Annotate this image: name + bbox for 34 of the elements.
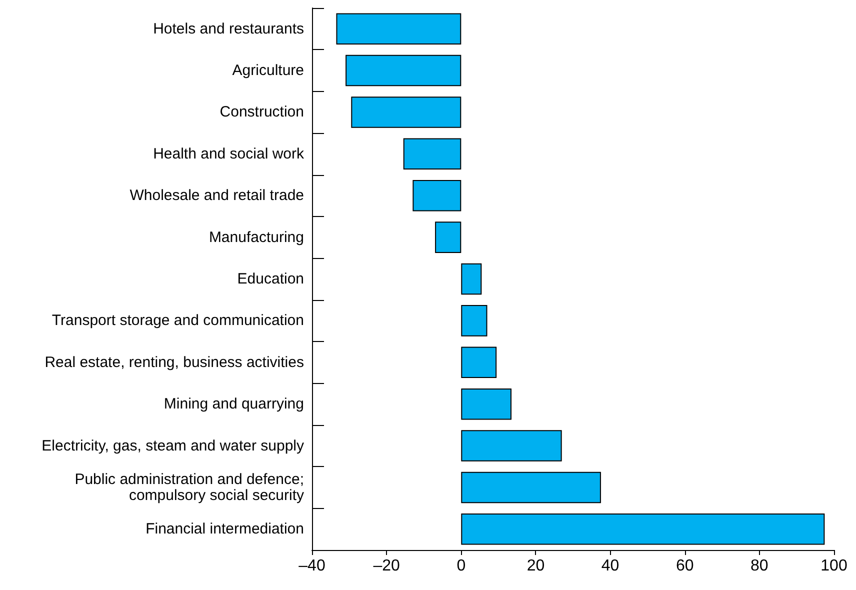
y-tick-label: Transport storage and communication (52, 312, 304, 330)
y-tick-label: Health and social work (153, 145, 304, 162)
bar (435, 222, 462, 253)
bar (351, 96, 462, 128)
x-tick-label: 60 (676, 558, 694, 574)
bar (403, 138, 462, 170)
y-tick-label: Electricity, gas, steam and water supply (42, 437, 304, 454)
bar (461, 305, 488, 336)
bar (336, 13, 462, 44)
bar (461, 514, 825, 545)
x-tick-label: 0 (456, 558, 466, 574)
x-tick-label: 80 (750, 558, 768, 574)
x-tick-label: –20 (373, 558, 400, 574)
bar (461, 388, 512, 420)
y-tick-label: Hotels and restaurants (153, 20, 304, 38)
x-tick-label: 40 (601, 558, 620, 574)
y-tick-label: Manufacturing (208, 228, 304, 246)
y-tick-label: Education (237, 270, 304, 288)
bar (461, 472, 601, 504)
bar (461, 346, 497, 378)
x-tick-label: –40 (298, 558, 326, 574)
y-tick-label: Mining and quarrying (164, 396, 304, 413)
y-tick-label: Construction (220, 104, 304, 121)
x-tick-label: 100 (820, 558, 848, 574)
y-tick-label: Agriculture (232, 62, 304, 80)
y-tick-label: Financial intermediation (146, 520, 304, 538)
y-tick-label: Wholesale and retail trade (130, 187, 304, 204)
bar (412, 180, 462, 212)
y-tick-label: Real estate, renting, business activities (44, 354, 304, 371)
bar (346, 54, 462, 86)
x-tick-label: 20 (526, 558, 545, 574)
y-tick-label: Public administration and defence; compulsory social security (74, 470, 304, 504)
bar (461, 430, 562, 462)
bar (461, 263, 482, 295)
